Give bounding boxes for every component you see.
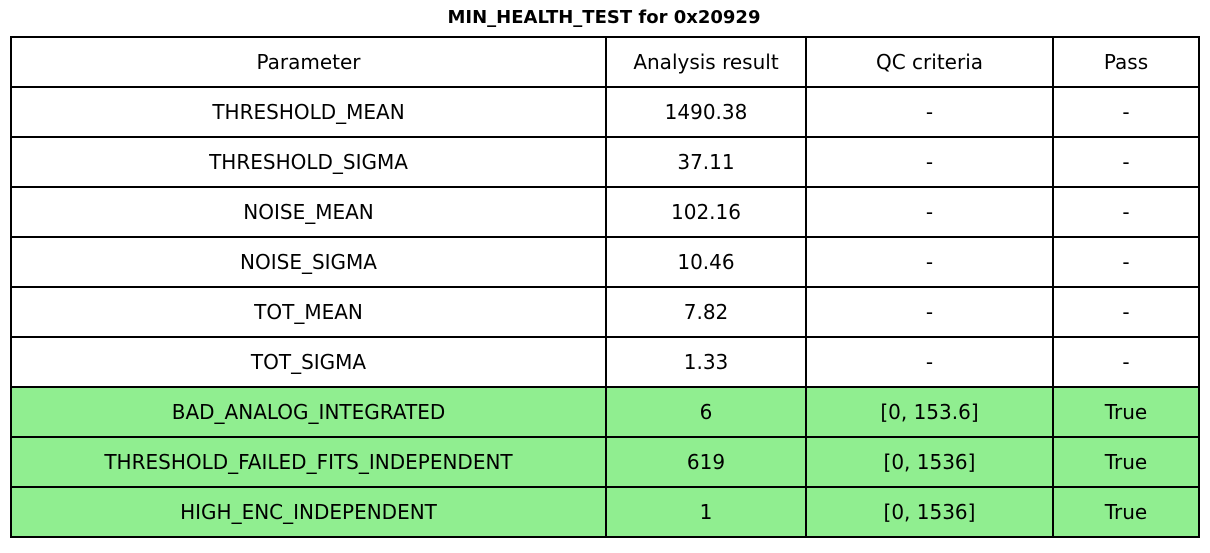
cell-analysis-result: 7.82 — [605, 286, 807, 338]
table-row: BAD_ANALOG_INTEGRATED 6 [0, 153.6] True — [10, 386, 1200, 438]
cell-parameter: THRESHOLD_MEAN — [10, 86, 607, 138]
cell-parameter: TOT_SIGMA — [10, 336, 607, 388]
cell-analysis-result: 619 — [605, 436, 807, 488]
table-row: NOISE_SIGMA 10.46 - - — [10, 236, 1200, 288]
table-row: TOT_SIGMA 1.33 - - — [10, 336, 1200, 388]
table-header-row: Parameter Analysis result QC criteria Pa… — [10, 36, 1200, 88]
column-header-qc-criteria: QC criteria — [805, 36, 1054, 88]
cell-qc-criteria: - — [805, 136, 1054, 188]
cell-parameter: NOISE_SIGMA — [10, 236, 607, 288]
cell-qc-criteria: - — [805, 86, 1054, 138]
cell-pass: - — [1052, 186, 1200, 238]
cell-analysis-result: 1 — [605, 486, 807, 538]
cell-qc-criteria: - — [805, 336, 1054, 388]
cell-parameter: HIGH_ENC_INDEPENDENT — [10, 486, 607, 538]
cell-parameter: TOT_MEAN — [10, 286, 607, 338]
cell-parameter: THRESHOLD_FAILED_FITS_INDEPENDENT — [10, 436, 607, 488]
cell-analysis-result: 37.11 — [605, 136, 807, 188]
cell-pass: - — [1052, 86, 1200, 138]
table-row: HIGH_ENC_INDEPENDENT 1 [0, 1536] True — [10, 486, 1200, 538]
cell-qc-criteria: [0, 1536] — [805, 436, 1054, 488]
table-row: TOT_MEAN 7.82 - - — [10, 286, 1200, 338]
table-row: THRESHOLD_SIGMA 37.11 - - — [10, 136, 1200, 188]
page-title: MIN_HEALTH_TEST for 0x20929 — [447, 7, 761, 28]
table-row: NOISE_MEAN 102.16 - - — [10, 186, 1200, 238]
cell-pass: - — [1052, 286, 1200, 338]
cell-qc-criteria: [0, 153.6] — [805, 386, 1054, 438]
table-row: THRESHOLD_FAILED_FITS_INDEPENDENT 619 [0… — [10, 436, 1200, 488]
cell-parameter: BAD_ANALOG_INTEGRATED — [10, 386, 607, 438]
cell-pass: True — [1052, 386, 1200, 438]
qc-results-table: Parameter Analysis result QC criteria Pa… — [10, 36, 1200, 538]
cell-parameter: NOISE_MEAN — [10, 186, 607, 238]
column-header-pass: Pass — [1052, 36, 1200, 88]
cell-qc-criteria: - — [805, 236, 1054, 288]
cell-analysis-result: 10.46 — [605, 236, 807, 288]
cell-pass: True — [1052, 436, 1200, 488]
cell-pass: - — [1052, 236, 1200, 288]
cell-qc-criteria: - — [805, 286, 1054, 338]
table-row: THRESHOLD_MEAN 1490.38 - - — [10, 86, 1200, 138]
cell-qc-criteria: [0, 1536] — [805, 486, 1054, 538]
cell-pass: True — [1052, 486, 1200, 538]
column-header-parameter: Parameter — [10, 36, 607, 88]
cell-analysis-result: 102.16 — [605, 186, 807, 238]
cell-analysis-result: 1.33 — [605, 336, 807, 388]
column-header-analysis-result: Analysis result — [605, 36, 807, 88]
cell-pass: - — [1052, 336, 1200, 388]
cell-qc-criteria: - — [805, 186, 1054, 238]
cell-analysis-result: 1490.38 — [605, 86, 807, 138]
cell-pass: - — [1052, 136, 1200, 188]
cell-parameter: THRESHOLD_SIGMA — [10, 136, 607, 188]
cell-analysis-result: 6 — [605, 386, 807, 438]
